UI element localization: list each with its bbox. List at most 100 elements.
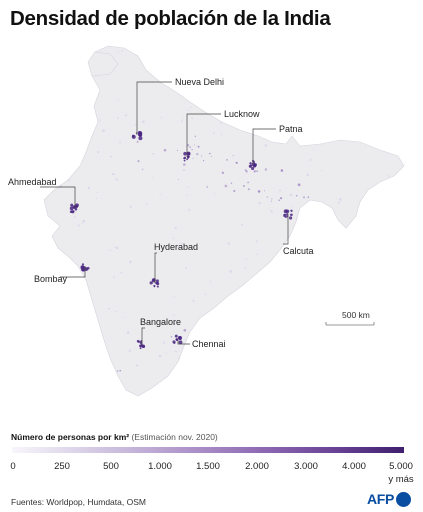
city-density-dot [283, 213, 286, 216]
density-dot [204, 293, 207, 296]
density-dot [189, 146, 191, 148]
density-dot [126, 331, 130, 334]
city-label-chennai: Chennai [192, 339, 226, 349]
density-dot [214, 193, 216, 195]
city-density-dot [74, 204, 79, 209]
density-dot [320, 143, 323, 145]
density-dot [295, 194, 298, 197]
city-density-dot [156, 282, 160, 286]
density-dot [173, 314, 175, 317]
city-leaders [40, 81, 289, 345]
density-dot [247, 181, 249, 184]
city-density-dot [132, 135, 135, 138]
density-dot [186, 144, 190, 147]
legend-note: (Estimación nov. 2020) [131, 432, 218, 442]
legend-ticks: 0 250 500 1.000 1.500 2.000 3.000 4.000 … [0, 461, 423, 485]
density-dot [227, 242, 231, 245]
density-dot [112, 276, 115, 279]
legend-tick: 3.000 [294, 461, 318, 472]
legend-tick: 1.500 [196, 461, 220, 472]
density-dot [223, 222, 225, 224]
density-dot [109, 249, 111, 251]
density-dot [110, 155, 112, 158]
density-dot [119, 369, 121, 372]
density-dot [117, 99, 120, 101]
density-dot [186, 194, 188, 196]
city-density-dot [155, 279, 159, 283]
density-dot [173, 295, 176, 298]
density-dot [173, 323, 176, 325]
scale-label: 500 km [342, 310, 370, 320]
density-dot [256, 170, 258, 173]
density-dot [302, 196, 306, 199]
legend-tick: 1.000 [148, 461, 172, 472]
density-dot [182, 163, 186, 166]
density-dot [82, 219, 86, 223]
legend-tick: 4.000 [342, 461, 366, 472]
density-dot [290, 194, 292, 196]
density-dot [115, 178, 118, 181]
density-dot [280, 169, 284, 172]
density-dot [119, 141, 121, 144]
density-dot [108, 307, 110, 310]
india-landmass [43, 45, 405, 397]
city-density-dot [290, 209, 293, 212]
city-density-dot [183, 151, 187, 156]
density-dot [187, 109, 190, 112]
density-dot [307, 196, 310, 198]
legend-tick: 5.000 [389, 461, 413, 472]
density-dot [182, 117, 185, 119]
city-leader-line [154, 252, 157, 283]
density-dot [142, 120, 145, 123]
city-density-dot [248, 164, 252, 168]
city-density-dot [251, 162, 256, 166]
city-density-dot [156, 285, 159, 288]
density-dot [191, 117, 194, 120]
density-dot [180, 120, 183, 123]
legend-tick: 2.000 [245, 461, 269, 472]
density-dot [255, 240, 258, 243]
city-density-dot [175, 338, 178, 341]
city-leader-line [60, 266, 86, 278]
city-label-hyderabad: Hyderabad [154, 242, 198, 252]
legend-title-main: Número de personas por km² [11, 432, 130, 442]
density-dot [309, 158, 312, 161]
density-dot [116, 370, 119, 372]
density-dot [206, 186, 209, 188]
city-density-dot [172, 340, 176, 344]
density-dot [151, 177, 154, 179]
density-dot [279, 190, 281, 192]
legend-tick: 0 [10, 461, 16, 472]
city-label-bangalore: Bangalore [140, 317, 181, 327]
density-dot [242, 185, 245, 187]
density-dot [180, 242, 183, 245]
density-dot [129, 260, 132, 264]
density-dot [95, 197, 98, 200]
city-density-dot [69, 206, 74, 211]
density-dot [160, 117, 162, 119]
city-density-dot [149, 281, 153, 285]
city-leader-line [177, 340, 190, 345]
density-dot [96, 150, 100, 154]
density-dot [87, 186, 90, 190]
city-density-dot [70, 203, 74, 207]
density-dot [187, 186, 189, 188]
density-dot [232, 155, 234, 157]
city-label-bombay: Bombay [34, 274, 68, 284]
density-dot [233, 189, 236, 193]
city-label-nueva-delhi: Nueva Delhi [175, 77, 224, 87]
density-dot [275, 252, 278, 255]
density-dot [264, 168, 268, 171]
city-density-dot [81, 263, 85, 266]
density-dot [124, 317, 126, 319]
scale-bar: 500 km [325, 310, 375, 326]
city-density-dot [285, 216, 287, 219]
density-dot [112, 172, 115, 176]
density-dot [203, 160, 205, 162]
city-density-dot [289, 216, 293, 220]
density-dot [174, 350, 177, 353]
density-dot [178, 357, 181, 360]
density-dot [128, 349, 131, 352]
density-dot [124, 114, 127, 117]
density-dot [192, 157, 194, 159]
